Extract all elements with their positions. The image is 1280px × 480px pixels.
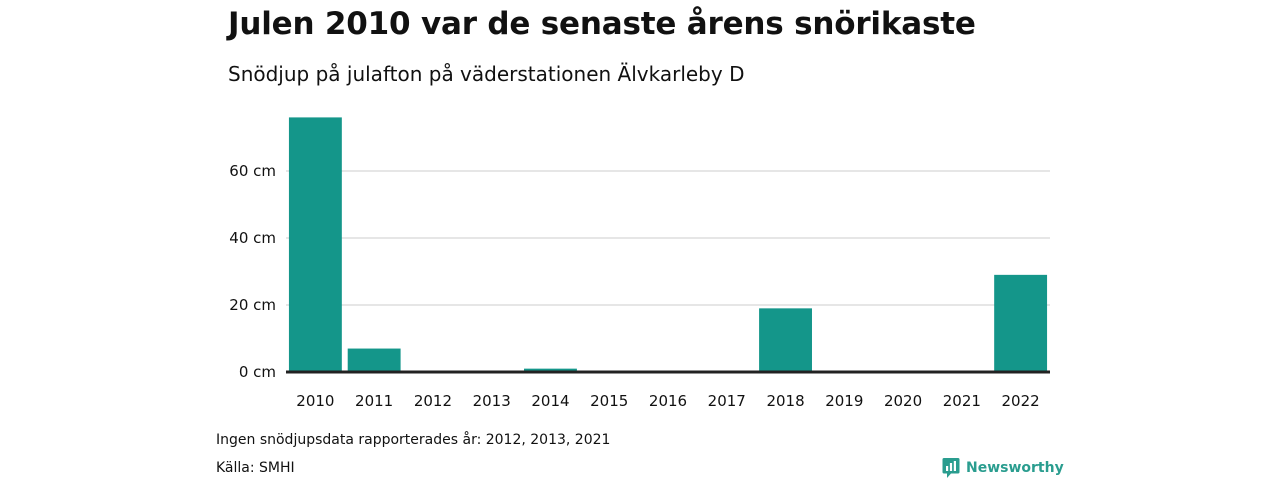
x-tick-label: 2010 [296, 392, 334, 410]
bar-2010 [288, 117, 342, 373]
y-tick-label: 40 cm [229, 229, 276, 247]
x-tick-label: 2012 [414, 392, 452, 410]
chart-subtitle: Snödjup på julafton på väderstationen Äl… [228, 62, 745, 86]
brand-name: Newsworthy [966, 460, 1064, 476]
bar-chart: 0 cm 20 cm 40 cm 60 cm 2010 2011 2012 2013 2014… [229, 117, 1050, 410]
y-tick-label: 60 cm [229, 162, 276, 180]
x-tick-label: 2011 [355, 392, 393, 410]
y-axis-ticks: 0 cm 20 cm 40 cm 60 cm [229, 162, 276, 381]
x-tick-label: 2019 [825, 392, 863, 410]
footnote: Ingen snödjupsdata rapporterades år: 201… [216, 432, 611, 448]
source-note: Källa: SMHI [216, 460, 295, 476]
bar-2022 [994, 274, 1048, 372]
x-tick-label: 2017 [708, 392, 746, 410]
brand-logo: Newsworthy [942, 457, 1064, 479]
bar-2014 [524, 368, 577, 372]
bars [288, 117, 1048, 373]
newsworthy-logo-icon [942, 458, 960, 478]
x-tick-label: 2020 [884, 392, 922, 410]
bar-2018 [759, 308, 812, 372]
x-tick-label: 2022 [1002, 392, 1040, 410]
x-tick-label: 2021 [943, 392, 981, 410]
grid-lines [286, 170, 1050, 306]
y-tick-label: 20 cm [229, 296, 276, 314]
x-tick-label: 2018 [766, 392, 804, 410]
x-tick-label: 2015 [590, 392, 628, 410]
x-tick-label: 2016 [649, 392, 687, 410]
x-tick-label: 2014 [531, 392, 569, 410]
chart-title: Julen 2010 var de senaste årens snörikas… [228, 6, 976, 42]
x-axis-ticks: 2010 2011 2012 2013 2014 2015 2016 2017 2018 2019… [296, 392, 1039, 410]
bar-2011 [347, 348, 401, 372]
y-tick-label: 0 cm [239, 363, 276, 381]
x-tick-label: 2013 [473, 392, 511, 410]
